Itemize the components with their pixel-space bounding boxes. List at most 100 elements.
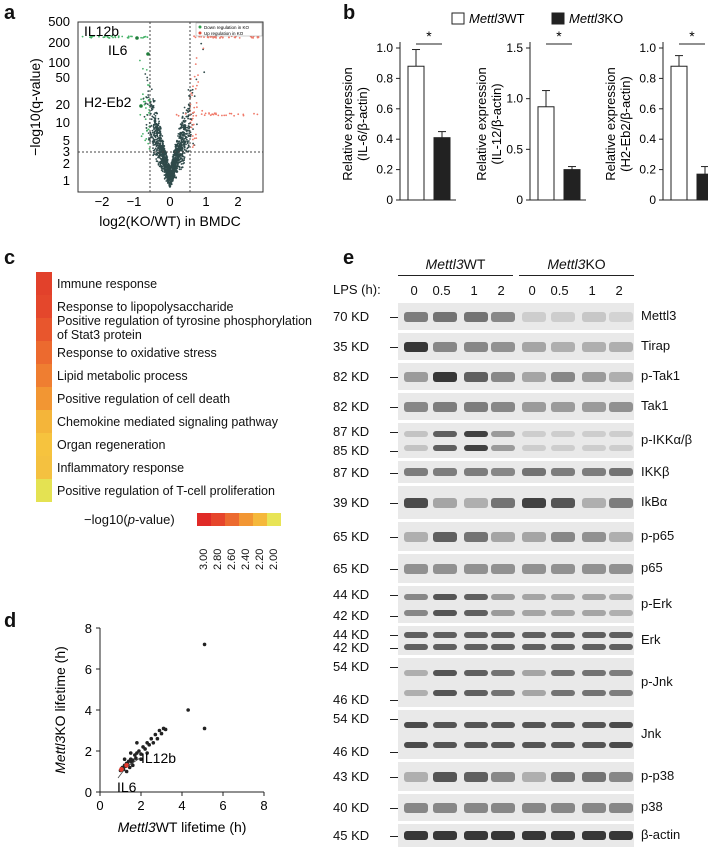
volcano-point	[177, 114, 180, 117]
volcano-point	[102, 36, 105, 39]
blot-band	[551, 643, 575, 650]
legend-up-dot	[198, 31, 202, 35]
volcano-point	[180, 142, 182, 145]
volcano-frame	[77, 21, 264, 193]
volcano-point	[194, 36, 197, 39]
scatter-point	[202, 642, 207, 647]
scatter-point	[137, 749, 141, 753]
blot-band	[551, 341, 575, 352]
group-ko-line	[519, 275, 634, 276]
blot-band	[551, 531, 575, 542]
volcano-point	[155, 134, 158, 137]
scatter-point	[143, 747, 147, 751]
volcano-point	[159, 142, 162, 145]
volcano-point	[201, 109, 204, 112]
volcano-point	[177, 163, 180, 165]
volcano-point	[156, 160, 159, 163]
go-swatch	[36, 433, 52, 456]
volcano-point	[180, 163, 183, 165]
scale-value: 2.80	[212, 548, 224, 570]
bar-tick-label: 1.5	[506, 41, 523, 55]
volcano-point	[185, 115, 188, 118]
volcano-point	[186, 136, 188, 139]
volcano-point	[186, 147, 189, 150]
volcano-point	[180, 124, 183, 126]
volcano-point	[162, 163, 165, 166]
volcano-point	[175, 159, 178, 162]
volcano-point	[180, 160, 183, 163]
scale-value: 2.20	[254, 548, 266, 570]
volcano-point	[185, 143, 187, 146]
kd-tick	[390, 347, 398, 348]
volcano-point	[153, 135, 156, 138]
volcano-point	[139, 59, 141, 62]
go-swatch	[36, 318, 52, 341]
lps-label: LPS (h):	[333, 282, 381, 297]
volcano-point	[148, 99, 151, 102]
bar-tick-label: 1.0	[506, 92, 523, 106]
bar-ylabel-2: (H2-Eb2/β-actin)	[618, 76, 633, 172]
blot-band	[404, 609, 428, 616]
volcano-point	[151, 115, 154, 118]
volcano-point	[186, 115, 189, 118]
blot-band	[464, 445, 488, 452]
highlight-point	[146, 52, 150, 56]
volcano-point	[183, 148, 186, 151]
volcano-point	[175, 148, 178, 150]
volcano-point	[203, 71, 206, 74]
volcano-point	[161, 165, 164, 168]
scatter-ytick-label: 2	[85, 744, 92, 759]
blot-band	[609, 467, 633, 477]
volcano-point	[170, 175, 173, 177]
blot-band	[433, 771, 457, 782]
volcano-point	[185, 138, 188, 141]
blot-band	[464, 497, 488, 508]
scale-value: 2.00	[268, 548, 280, 570]
volcano-point	[192, 128, 194, 131]
volcano-point	[213, 36, 216, 39]
volcano-point	[175, 113, 178, 116]
volcano-point	[225, 114, 228, 117]
volcano-point	[183, 157, 186, 160]
volcano-point	[154, 142, 157, 144]
blot-band	[522, 341, 546, 352]
volcano-point	[170, 162, 173, 165]
volcano-point	[200, 113, 203, 115]
blot-band	[609, 371, 633, 382]
volcano-point	[167, 163, 170, 166]
protein-label: IkBα	[641, 494, 668, 509]
volcano-point	[166, 158, 169, 161]
volcano-point	[157, 132, 160, 135]
blot-15	[398, 824, 634, 847]
volcano-point	[150, 135, 153, 138]
legend-wt-label: Mettl3WT	[469, 11, 525, 26]
volcano-point	[156, 127, 159, 130]
volcano-point	[197, 74, 199, 76]
blot-band	[609, 341, 633, 352]
volcano-point	[208, 112, 210, 114]
blot-band	[404, 690, 428, 697]
scatter-ytick-label: 0	[85, 785, 92, 800]
blot-band	[433, 311, 457, 322]
kd-label: 65 KD	[333, 529, 370, 544]
scale-value: 3.00	[198, 548, 210, 570]
blot-band	[464, 401, 488, 412]
kd-tick	[390, 569, 398, 570]
volcano-point	[176, 154, 178, 157]
volcano-point	[176, 170, 179, 173]
go-term-label: Positive regulation of cell death	[57, 392, 231, 406]
volcano-point	[165, 180, 168, 182]
scatter-point	[122, 757, 127, 761]
kd-label: 82 KD	[333, 369, 370, 384]
volcano-point	[175, 149, 178, 152]
scatter-xtick-label: 0	[96, 798, 103, 813]
volcano-point	[172, 155, 175, 158]
blot-11	[398, 658, 634, 707]
volcano-point	[152, 154, 155, 157]
scatter-xtick-label: 2	[137, 798, 144, 813]
volcano-point	[165, 154, 168, 157]
blot-band	[522, 531, 546, 542]
scatter-point	[134, 756, 138, 760]
highlight-point	[139, 104, 143, 108]
volcano-point	[148, 147, 151, 150]
